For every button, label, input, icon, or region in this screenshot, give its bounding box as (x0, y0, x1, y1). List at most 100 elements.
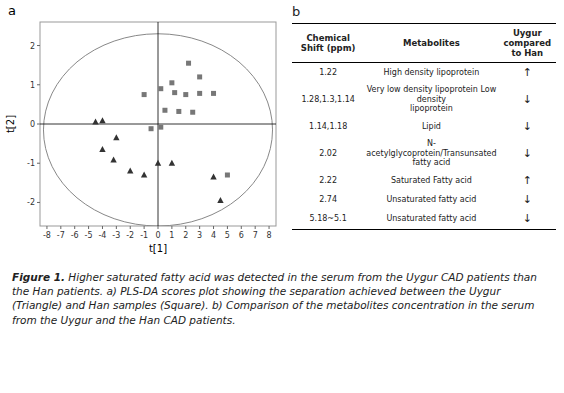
column-header: Uygur compared to Han (499, 24, 556, 63)
square-point (172, 90, 177, 95)
y-tick-label: -1 (27, 159, 35, 168)
caption-text: Figure 1. (12, 271, 65, 283)
y-tick (37, 45, 40, 46)
square-point (190, 110, 195, 115)
x-tick (60, 226, 61, 229)
table-row: 2.74Unsaturated fatty acid↓ (292, 190, 556, 209)
square-point (197, 91, 202, 96)
y-tick (37, 84, 40, 85)
table-row: 5.18~5.1Unsaturated fatty acid↓ (292, 209, 556, 229)
caption-text: Higher saturated fatty acid was detected… (12, 271, 537, 326)
square-point (158, 86, 163, 91)
table-cell: 5.18~5.1 (292, 209, 364, 229)
column-header: Metabolites (364, 24, 498, 63)
x-tick (130, 226, 131, 229)
panel-title: a (8, 3, 16, 18)
table-cell: 2.74 (292, 190, 364, 209)
table-cell: ↑ (499, 171, 556, 190)
x-tick-label: 6 (239, 231, 244, 240)
x-tick (227, 226, 228, 229)
x-tick-label: 1 (169, 231, 174, 240)
table-cell: 1.22 (292, 63, 364, 83)
x-tick (241, 226, 242, 229)
x-tick (144, 226, 145, 229)
caption: Figure 1. Higher saturated fatty acid wa… (12, 270, 552, 327)
x-tick-label: 4 (211, 231, 216, 240)
table-head: Chemical Shift (ppm)MetabolitesUygur com… (292, 24, 556, 63)
x-tick-label: -8 (43, 231, 51, 240)
x-tick-label: -3 (112, 231, 120, 240)
table-cell: 2.02 (292, 136, 364, 171)
x-tick (255, 226, 256, 229)
table-row: 2.22Saturated Fatty acid↑ (292, 171, 556, 190)
x-tick-label: 7 (253, 231, 258, 240)
square-point (169, 80, 174, 85)
y-tick-label: 1 (30, 81, 35, 90)
x-tick-label: 2 (183, 231, 188, 240)
x-tick-label: -7 (57, 231, 65, 240)
x-tick (116, 226, 117, 229)
square-point (162, 108, 167, 113)
x-tick (171, 226, 172, 229)
table-body: 1.22High density lipoprotein↑1.28,1.3,1.… (292, 63, 556, 230)
x-tick (88, 226, 89, 229)
metabolite-table: Chemical Shift (ppm)MetabolitesUygur com… (292, 23, 556, 230)
x-tick-label: 0 (155, 231, 160, 240)
x-tick (74, 226, 75, 229)
plot-frame (40, 22, 276, 226)
y-tick (37, 163, 40, 164)
square-point (183, 92, 188, 97)
x-tick-label: -5 (85, 231, 93, 240)
square-point (225, 173, 230, 178)
y-axis-label: t[2] (5, 115, 16, 133)
triangle-point (169, 160, 175, 166)
column-header: Chemical Shift (ppm) (292, 24, 364, 63)
table-cell: Unsaturated fatty acid (364, 190, 498, 209)
square-point (186, 61, 191, 66)
triangle-point (99, 146, 105, 152)
x-tick-label: -2 (126, 231, 134, 240)
square-point (197, 74, 202, 79)
x-tick (185, 226, 186, 229)
x-tick-label: 5 (225, 231, 230, 240)
y-tick-label: 0 (30, 120, 35, 129)
y-tick (37, 124, 40, 125)
triangle-point (92, 119, 98, 125)
table-cell: High density lipoprotein (364, 63, 498, 83)
table-cell: Unsaturated fatty acid (364, 209, 498, 229)
x-tick (213, 226, 214, 229)
x-axis-label: t[1] (149, 243, 167, 254)
table-cell: N-acetylglycoprotein/Transunsated fatty … (364, 136, 498, 171)
triangle-point (99, 117, 105, 123)
table-row: 1.14,1.18Lipid↓ (292, 117, 556, 136)
square-point (142, 92, 147, 97)
table-row: 1.28,1.3,1.14Very low density lipoprotei… (292, 82, 556, 117)
x-tick-label: -1 (140, 231, 148, 240)
x-tick-label: -6 (71, 231, 79, 240)
header-row: Chemical Shift (ppm)MetabolitesUygur com… (292, 24, 556, 63)
x-tick-label: 3 (197, 231, 202, 240)
table-cell: ↓ (499, 190, 556, 209)
triangle-point (141, 172, 147, 178)
triangle-point (155, 160, 161, 166)
table-cell: ↓ (499, 82, 556, 117)
plot-area (40, 22, 276, 226)
table-cell: ↓ (499, 209, 556, 229)
table-row: 2.02N-acetylglycoprotein/Transunsated fa… (292, 136, 556, 171)
table-row: 1.22High density lipoprotein↑ (292, 63, 556, 83)
table-panel: b Chemical Shift (ppm)MetabolitesUygur co… (292, 4, 556, 258)
triangle-point (110, 157, 116, 163)
table-cell: Saturated Fatty acid (364, 171, 498, 190)
table-cell: 1.28,1.3,1.14 (292, 82, 364, 117)
x-tick (46, 226, 47, 229)
x-tick (102, 226, 103, 229)
x-tick-label: -4 (98, 231, 106, 240)
table-cell: ↑ (499, 63, 556, 83)
y-tick-label: 2 (30, 42, 35, 51)
table-cell: Very low density lipoprotein Low density… (364, 82, 498, 117)
square-point (211, 91, 216, 96)
y-tick (37, 202, 40, 203)
table-cell: ↓ (499, 136, 556, 171)
table-cell: ↓ (499, 117, 556, 136)
panel-title: b (292, 4, 556, 19)
